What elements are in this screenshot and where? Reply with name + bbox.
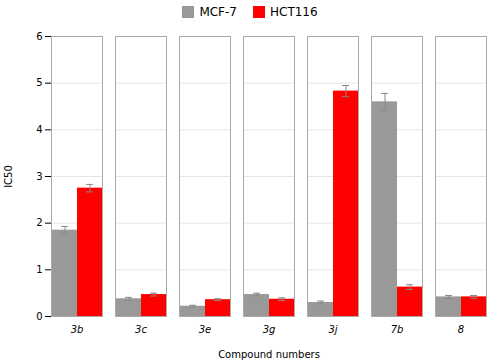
svg-text:7b: 7b xyxy=(391,324,404,335)
svg-text:1: 1 xyxy=(36,264,42,275)
svg-text:5: 5 xyxy=(36,77,42,88)
svg-text:3e: 3e xyxy=(199,324,212,335)
svg-text:2: 2 xyxy=(36,217,42,228)
svg-text:6: 6 xyxy=(36,31,42,42)
html-text:MCF-7: MCF-7 xyxy=(199,5,237,19)
svg-text:Compound numbers: Compound numbers xyxy=(218,349,320,360)
svg-text:0: 0 xyxy=(36,311,42,322)
svg-text:IC50: IC50 xyxy=(3,165,14,188)
svg-text:3j: 3j xyxy=(328,324,337,335)
svg-text:3c: 3c xyxy=(135,324,147,335)
svg-text:3: 3 xyxy=(36,171,42,182)
svg-text:3b: 3b xyxy=(71,324,84,335)
svg-text:3g: 3g xyxy=(263,324,276,335)
html-text:HCT116: HCT116 xyxy=(270,5,318,19)
svg-text:8: 8 xyxy=(458,324,464,335)
svg-text:4: 4 xyxy=(36,124,42,135)
